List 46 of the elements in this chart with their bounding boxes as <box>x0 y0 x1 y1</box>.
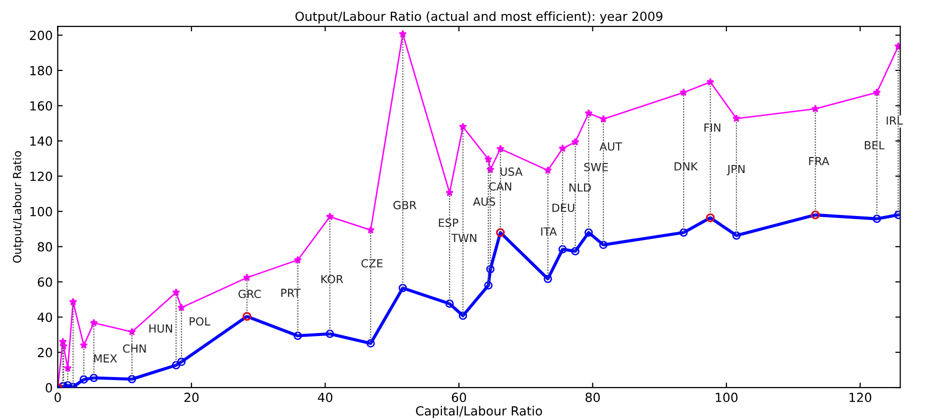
annotation: ITA <box>541 228 557 236</box>
annotation: JPN <box>726 164 744 176</box>
x-tick-label: 60 <box>452 392 466 402</box>
x-tick-label: 40 <box>318 392 332 402</box>
annotation: POL <box>190 317 210 326</box>
annotation: MEX <box>94 354 117 362</box>
annotation: SWE <box>584 162 608 172</box>
annotation: AUS <box>473 197 496 206</box>
x-tick-label: 20 <box>184 392 199 402</box>
annotation: NLD <box>570 183 591 192</box>
annotation: ESP <box>438 218 458 227</box>
annotation: KOR <box>321 274 344 284</box>
y-axis-title: Output/Labour Ratio <box>12 151 24 263</box>
annotation: DNK <box>674 162 698 170</box>
annotation: USA <box>500 167 522 176</box>
y-tick-label: 200 <box>30 30 52 40</box>
y-tick-label: 60 <box>38 277 52 287</box>
x-tick-label: 0 <box>54 392 61 402</box>
y-tick-label: 20 <box>38 348 52 358</box>
annotation: GBR <box>393 200 416 210</box>
y-tick-label: 160 <box>30 101 52 111</box>
annotation: CZE <box>361 259 382 268</box>
y-tick-label: 120 <box>30 172 52 182</box>
annotation: FIN <box>704 124 720 132</box>
y-tick-label: 0 <box>46 383 52 392</box>
annotation: IRL <box>886 116 903 125</box>
annotation: DEU <box>552 204 574 212</box>
annotation: AUT <box>600 142 622 151</box>
annotation: BEL <box>864 141 885 150</box>
y-tick-label: 140 <box>30 136 52 146</box>
y-tick-label: 100 <box>30 206 52 216</box>
annotation: CAN <box>489 182 512 191</box>
annotation: HUN <box>149 324 172 333</box>
annotation: CHN <box>123 344 146 353</box>
annotation: FRA <box>809 157 830 166</box>
x-tick-label: 80 <box>586 392 600 402</box>
annotation: PRT <box>281 288 301 297</box>
y-tick-label: 40 <box>38 312 52 322</box>
x-tick-label: 120 <box>850 392 872 402</box>
y-tick-label: 80 <box>38 242 52 252</box>
chart-title: Output/Labour Ratio (actual and most efficient): year 2009 <box>295 11 662 24</box>
x-axis-title: Capital/Labour Ratio <box>416 406 542 418</box>
x-tick-label: 100 <box>716 392 738 402</box>
annotation: TWN <box>451 234 476 242</box>
annotation: GRC <box>238 290 261 298</box>
y-tick-label: 180 <box>30 66 52 76</box>
